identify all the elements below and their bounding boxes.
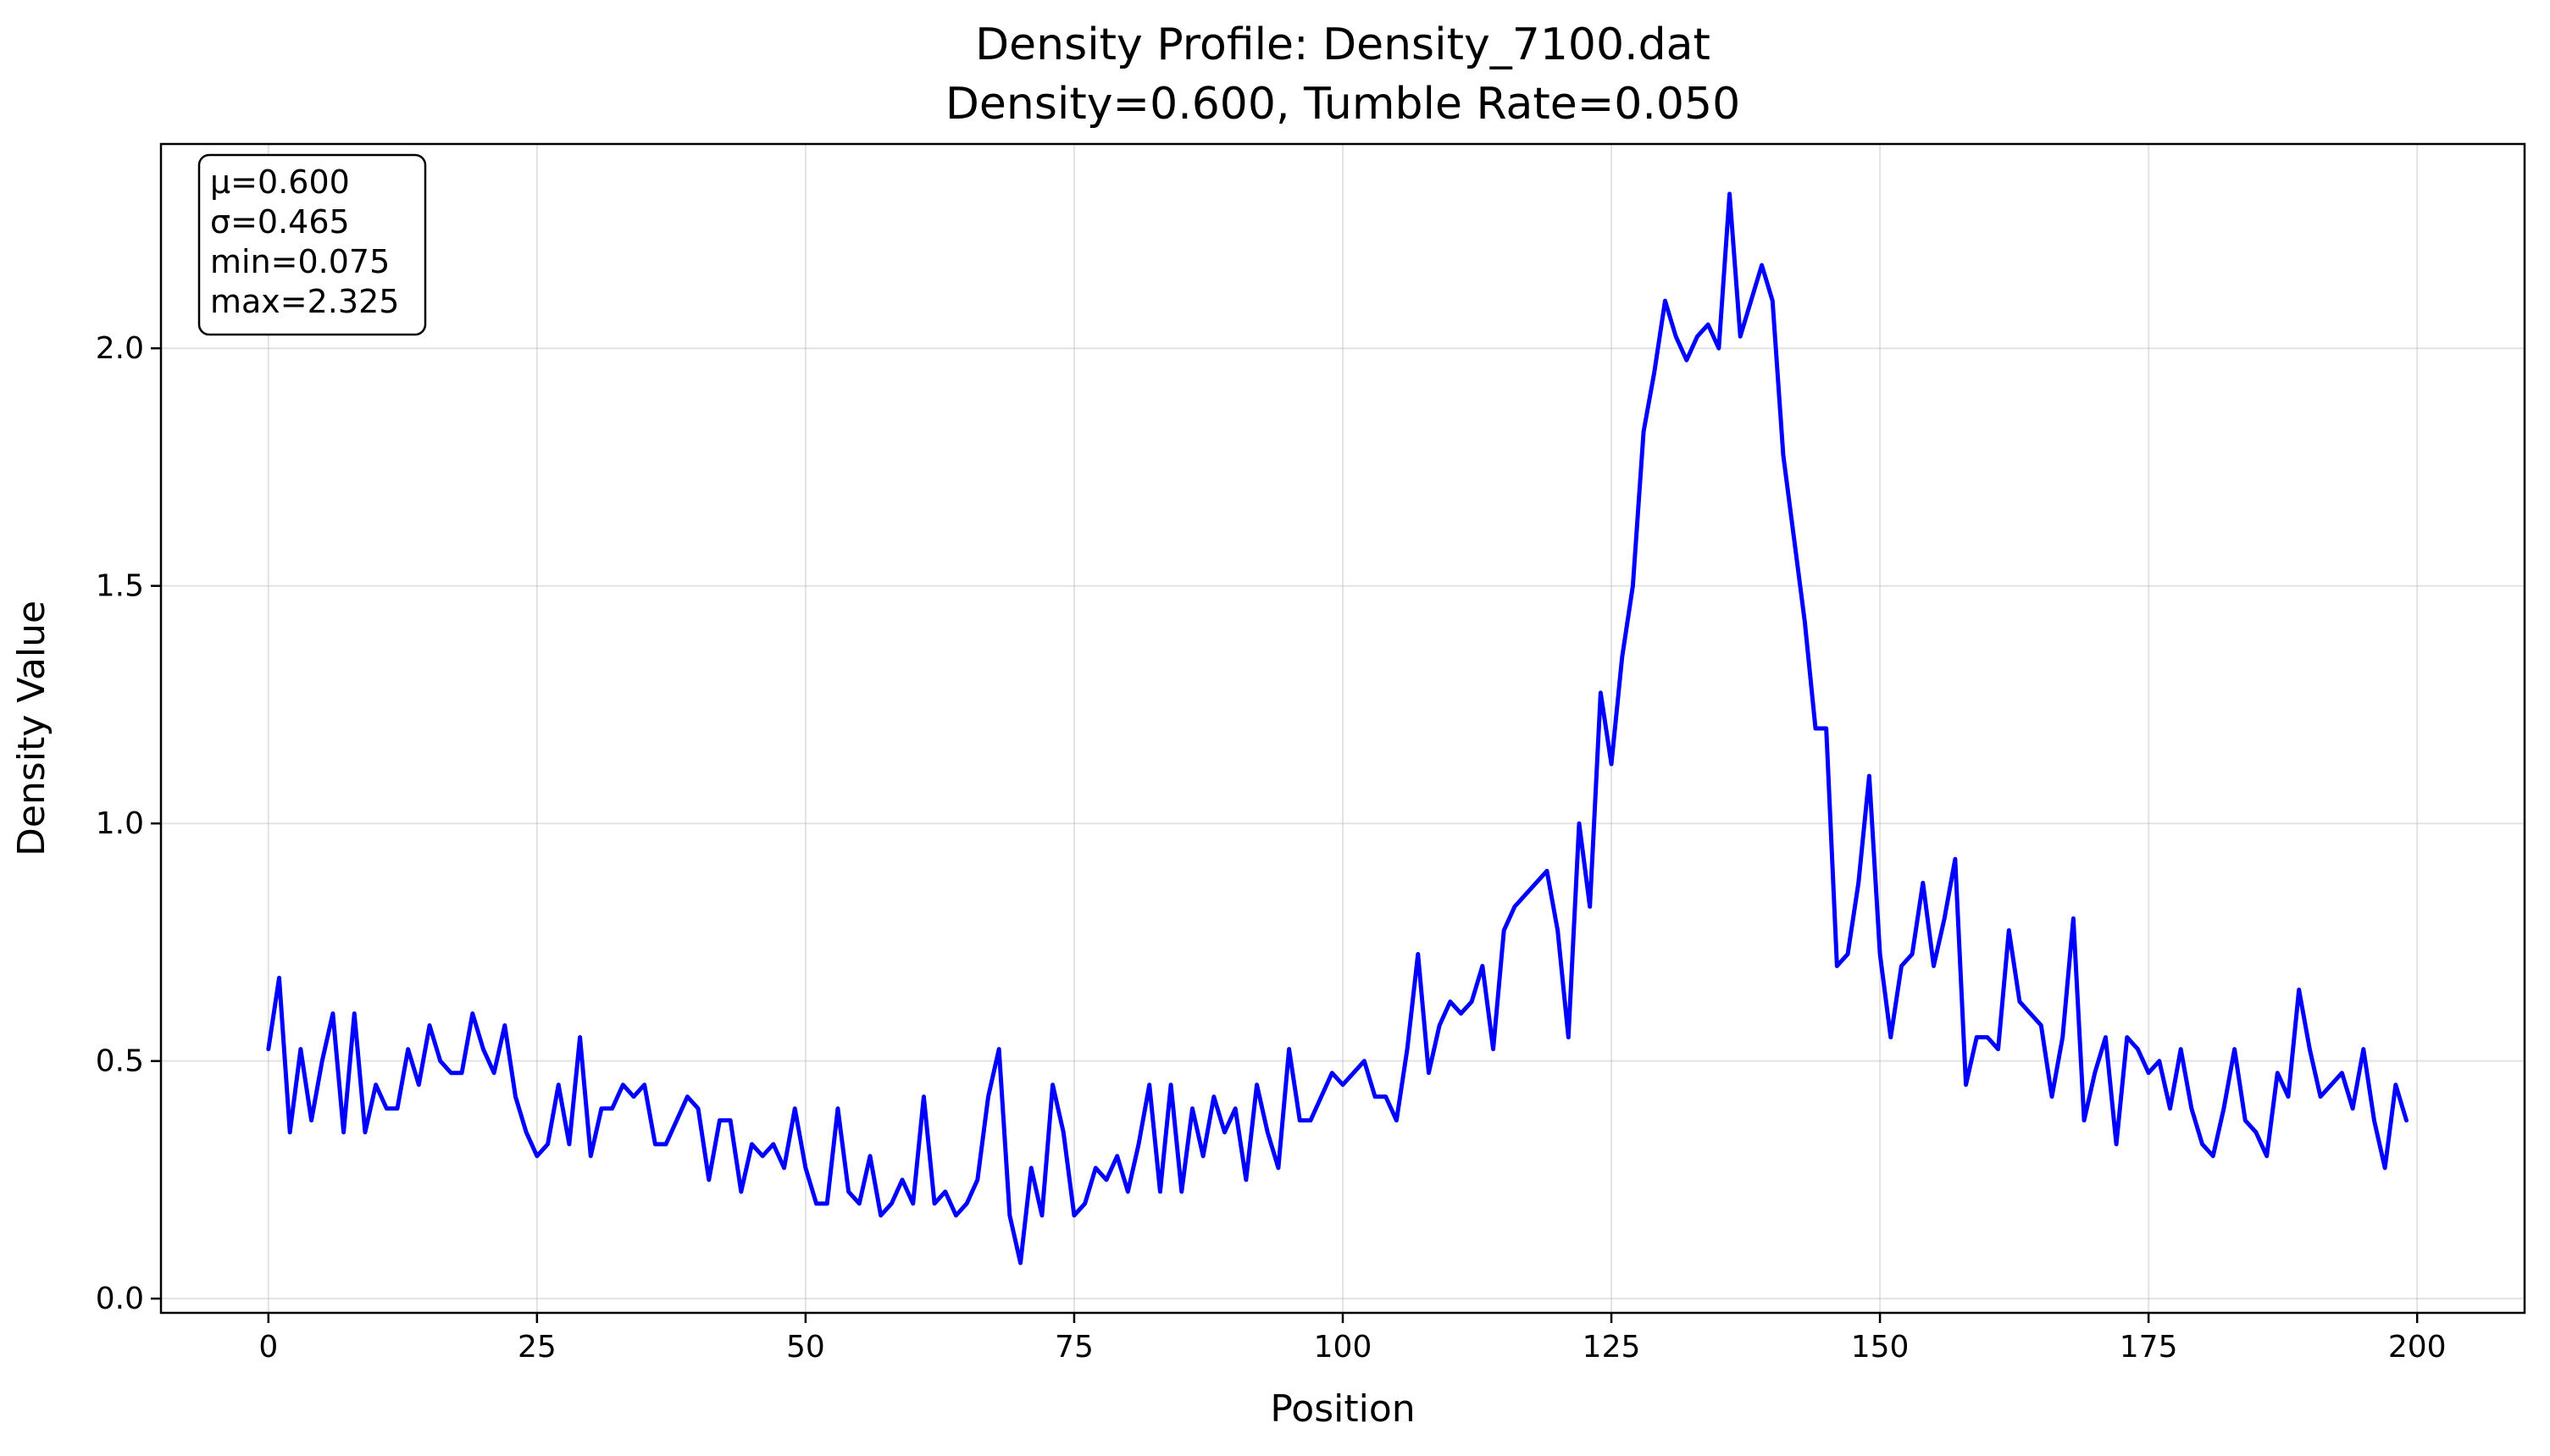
x-tick-label: 25 bbox=[518, 1330, 557, 1365]
chart-title: Density Profile: Density_7100.dat bbox=[975, 19, 1710, 70]
y-tick-label: 1.0 bbox=[96, 806, 144, 841]
x-tick-label: 75 bbox=[1055, 1330, 1094, 1365]
x-tick-label: 50 bbox=[786, 1330, 825, 1365]
y-tick-label: 1.5 bbox=[96, 569, 144, 604]
x-tick-label: 0 bbox=[258, 1330, 278, 1365]
stat-mean: μ=0.600 bbox=[210, 163, 350, 201]
x-tick-label: 175 bbox=[2120, 1330, 2178, 1365]
y-tick-label: 0.0 bbox=[96, 1282, 144, 1316]
stats-box: μ=0.600 σ=0.465 min=0.075 max=2.325 bbox=[197, 153, 427, 336]
plot-frame bbox=[159, 142, 2526, 1315]
x-tick-label: 150 bbox=[1851, 1330, 1910, 1365]
y-tick-label: 0.5 bbox=[96, 1044, 144, 1079]
stat-std: σ=0.465 bbox=[210, 203, 350, 241]
x-tick-label: 125 bbox=[1583, 1330, 1641, 1365]
chart-subtitle: Density=0.600, Tumble Rate=0.050 bbox=[945, 79, 1740, 130]
x-tick-label: 200 bbox=[2388, 1330, 2447, 1365]
stats-box-frame bbox=[197, 153, 427, 336]
density-series-line bbox=[266, 191, 2409, 1265]
stat-min: min=0.075 bbox=[210, 243, 390, 280]
y-axis-label: Density Value bbox=[10, 601, 53, 856]
axis-ticks: 0 25 50 75 100 125 150 175 200 0.0 0.5 1.0 1.5 2.0 bbox=[96, 331, 2447, 1365]
grid bbox=[161, 144, 2525, 1313]
series-group bbox=[266, 191, 2409, 1265]
stat-max: max=2.325 bbox=[210, 283, 399, 320]
x-axis-label: Position bbox=[1270, 1387, 1415, 1431]
x-tick-label: 100 bbox=[1314, 1330, 1372, 1365]
y-tick-label: 2.0 bbox=[96, 331, 144, 366]
